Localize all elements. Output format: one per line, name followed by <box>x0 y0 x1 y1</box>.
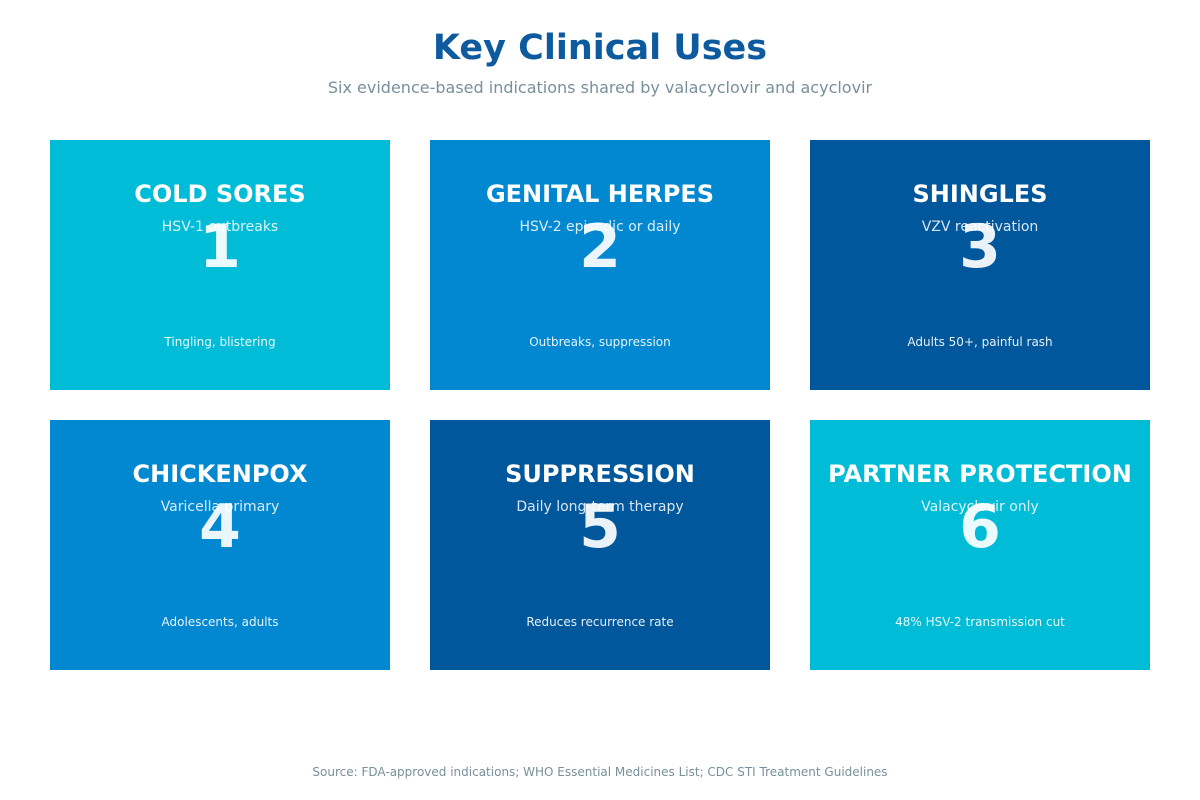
indication-card: 3 SHINGLES VZV reactivation Adults 50+, pai… <box>810 140 1150 390</box>
card-number: 3 <box>959 212 1001 282</box>
card-subtitle: HSV-1 outbreaks <box>161 219 279 235</box>
card-subtitle: HSV-2 episodic or daily <box>519 219 681 235</box>
card-number: 4 <box>199 492 241 562</box>
card-number: 1 <box>199 212 241 282</box>
card-title: SUPPRESSION <box>505 460 695 488</box>
card-number: 5 <box>579 492 621 562</box>
card-note: Outbreaks, suppression <box>529 335 671 349</box>
source-note: Source: FDA-approved indications; WHO Es… <box>312 765 888 779</box>
indication-card: 6 PARTNER PROTECTION Valacyclovir only 48% … <box>810 420 1150 670</box>
card-number: 6 <box>959 492 1001 562</box>
card-subtitle: Valacyclovir only <box>921 499 1039 515</box>
indication-card: 1 COLD SORES HSV-1 outbreaks Tingling, blis… <box>50 140 390 390</box>
card-note: Adults 50+, painful rash <box>907 335 1053 349</box>
card-title: PARTNER PROTECTION <box>828 460 1132 488</box>
card-title: COLD SORES <box>134 180 306 208</box>
card-subtitle: Daily long-term therapy <box>516 499 684 515</box>
card-subtitle: VZV reactivation <box>921 219 1039 235</box>
page-title: Key Clinical Uses <box>432 28 768 68</box>
page-subtitle: Six evidence-based indications shared by… <box>327 78 873 97</box>
card-title: SHINGLES <box>912 180 1048 208</box>
card-subtitle: Varicella primary <box>160 499 280 515</box>
card-title: CHICKENPOX <box>132 460 308 488</box>
card-note: 48% HSV-2 transmission cut <box>895 615 1065 629</box>
card-note: Tingling, blistering <box>164 335 276 349</box>
indication-card: 2 GENITAL HERPES HSV-2 episodic or daily Ou… <box>430 140 770 390</box>
indication-card: 5 SUPPRESSION Daily long-term therapy Reduc… <box>430 420 770 670</box>
indication-card: 4 CHICKENPOX Varicella primary Adolescents,… <box>50 420 390 670</box>
card-number: 2 <box>579 212 621 282</box>
card-title: GENITAL HERPES <box>485 180 715 208</box>
card-note: Reduces recurrence rate <box>526 615 674 629</box>
card-note: Adolescents, adults <box>161 615 279 629</box>
